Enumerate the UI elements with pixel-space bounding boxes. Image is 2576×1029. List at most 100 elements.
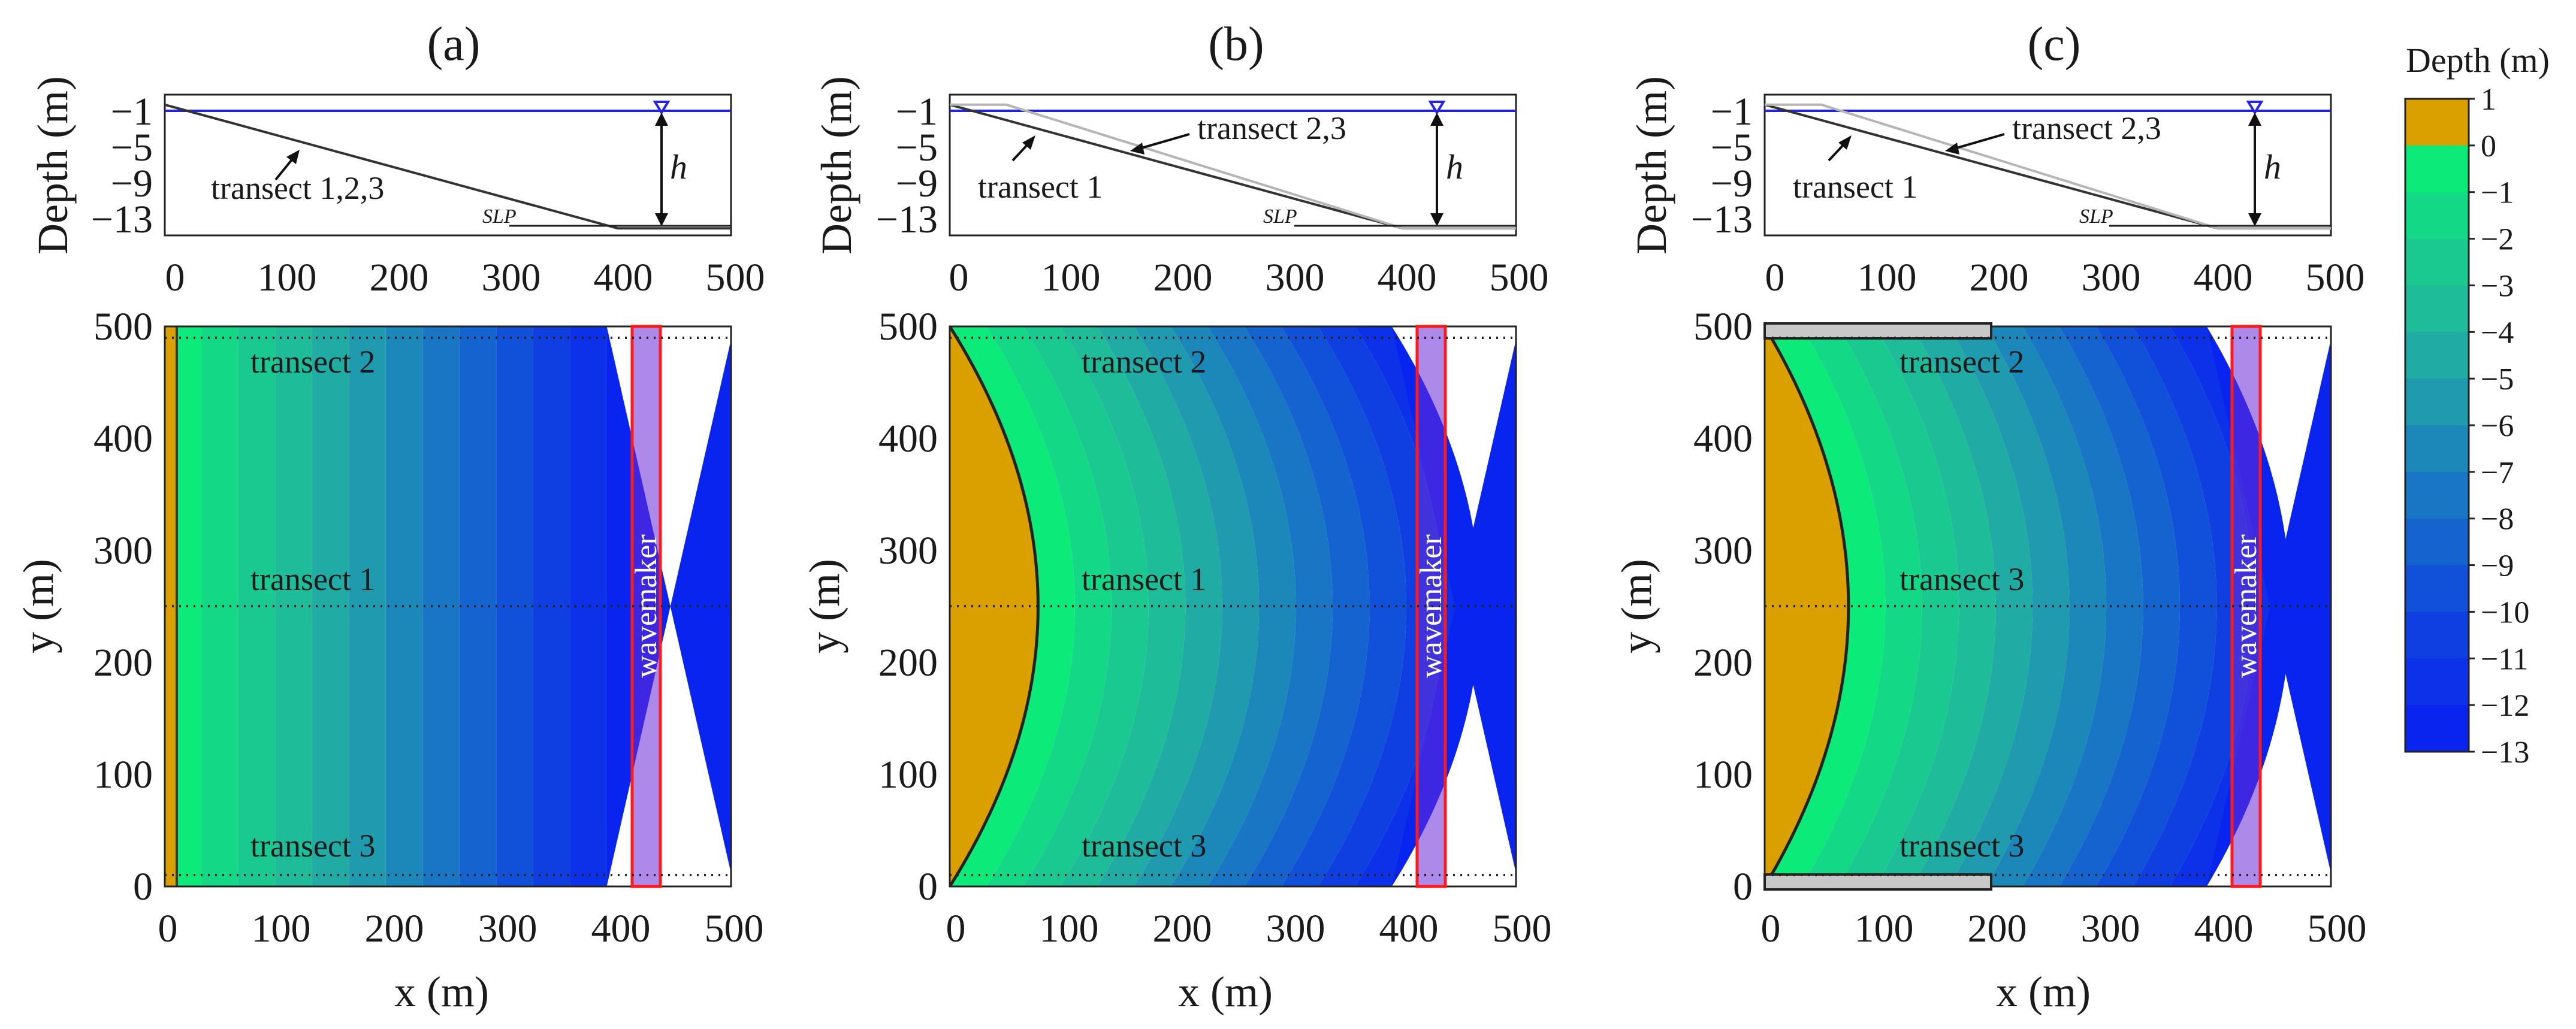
transect-label-a: transect 1: [250, 561, 375, 597]
depth-band: [2059, 326, 2181, 886]
transect-arrowhead-2-b: [1130, 143, 1144, 155]
plan-ytick-b: 500: [878, 305, 938, 349]
slp-label-c: SLP: [2079, 205, 2113, 228]
profile-ytick-a: −5: [111, 126, 153, 170]
slp-label-a: SLP: [482, 205, 517, 228]
depth-band: [496, 326, 533, 886]
plan-yticks-c: 0 100 200 300 400 500: [1693, 305, 1753, 909]
profile-xtick-b: 300: [1266, 256, 1325, 299]
colorbar-tick-label: −3: [2481, 269, 2514, 303]
depth-band: [1060, 326, 1186, 886]
colorbar-tick-label: −8: [2481, 503, 2514, 537]
wavemaker-label-c: wavemaker: [2229, 534, 2263, 678]
depth-band: [1875, 326, 1996, 886]
profile-ytick-a: −13: [91, 198, 153, 241]
profile-lines-b: [949, 103, 1516, 230]
depth-band: [2206, 326, 2331, 886]
colorbar-cell: [2405, 332, 2469, 380]
water-level-symbol-b: [1428, 101, 1446, 115]
transect-arrow-2-b: [1139, 133, 1190, 150]
plan-ylabel-b: y (m): [801, 559, 848, 653]
plan-ytick-b: 0: [918, 865, 938, 909]
plan-ytick-a: 400: [93, 417, 153, 461]
transect-arrowhead-b: [1022, 135, 1035, 150]
depth-band: [533, 326, 570, 886]
plan-xtick-a: 200: [365, 907, 424, 951]
plan-xtick-c: 500: [2308, 907, 2367, 951]
depth-band: [1023, 326, 1149, 886]
depth-band: [1244, 326, 1370, 886]
colorbar-cell: [2405, 192, 2469, 240]
colorbar-tick-label: −11: [2481, 642, 2528, 676]
colorbar-cell: [2405, 99, 2469, 146]
transect-label-b: transect 2: [1082, 344, 1206, 380]
h-label-a: h: [670, 147, 687, 186]
transect-label-a: transect 2: [250, 344, 375, 380]
transect-label-2-b: transect 2,3: [1197, 110, 1346, 146]
colorbar-cell: [2405, 612, 2469, 659]
plan-xtick-a: 400: [591, 907, 651, 951]
profile-xticks-a: 0 100 200 300 400 500: [165, 256, 765, 299]
depth-band: [986, 326, 1112, 886]
transect-label-b: transect 1: [978, 169, 1103, 205]
wavemaker-label-a: wavemaker: [629, 534, 663, 678]
plan-xtick-b: 0: [946, 907, 966, 951]
depth-band: [570, 326, 607, 886]
profile-yticks-b: −1 −5 −9 −13: [876, 90, 938, 241]
plan-xtick-a: 0: [158, 907, 178, 951]
colorbar: Depth (m) 1 0 −1 −2 −3 −4 −5 −6 −7 −8 −9 −10 −11 −12 −…: [2404, 41, 2550, 770]
plan-ytick-b: 200: [878, 641, 938, 685]
plan-ytick-b: 400: [878, 417, 938, 461]
profile-plot-b: h SLP transect 1 transect 2,3 −1 −5 −9 −…: [813, 76, 1549, 299]
profile-lines-a: [164, 103, 731, 230]
transect-arrowhead-c: [1838, 135, 1852, 150]
colorbar-cell: [2405, 471, 2469, 519]
profile-ytick-b: −5: [896, 126, 938, 170]
land-area: [165, 326, 177, 886]
profile-xtick-c: 300: [2082, 256, 2141, 299]
transect-label-a: transect 1,2,3: [211, 170, 384, 206]
profile-xtick-c: 500: [2306, 256, 2365, 299]
panel-label-b: (b): [1208, 18, 1264, 71]
plan-yticks-a: 0 100 200 300 400 500: [93, 305, 153, 909]
h-arrow-top-b: [1430, 113, 1443, 126]
h-arrow-top-c: [2248, 113, 2261, 126]
plan-xtick-b: 100: [1040, 907, 1099, 951]
colorbar-tick-label: −1: [2481, 176, 2514, 210]
colorbar-ticks: 1 0 −1 −2 −3 −4 −5 −6 −7 −8 −9 −10 −11 −12 −13: [2469, 83, 2529, 770]
h-label-c: h: [2264, 147, 2281, 186]
transect-label-a: transect 3: [250, 828, 375, 864]
depth-band: [950, 326, 1075, 886]
panel-c: (c) h SLP transect 1 transect 2,3 −1 −5 …: [1612, 18, 2367, 1016]
shoreline-contour: [950, 326, 1040, 886]
transect-arrowhead-2-c: [1945, 143, 1959, 155]
transect-arrow-2-c: [1954, 133, 2005, 150]
panel-label-c: (c): [2028, 18, 2081, 71]
profile-xtick-b: 200: [1153, 256, 1213, 299]
plan-xtick-c: 100: [1855, 907, 1914, 951]
profile-ytick-b: −9: [896, 162, 938, 205]
plan-xlabel-b: x (m): [1178, 968, 1273, 1016]
plan-ylabel-a: y (m): [14, 559, 62, 653]
profile-xtick-a: 200: [370, 256, 429, 299]
colorbar-cell: [2405, 518, 2469, 566]
shoreline-contour: [1765, 326, 1850, 886]
colorbar-tick-label: −2: [2481, 223, 2514, 257]
plan-xticks-c: 0 100 200 300 400 500: [1761, 907, 2367, 951]
colorbar-cell: [2405, 658, 2469, 706]
colorbar-tick-label: −13: [2481, 736, 2529, 770]
plan-plot-b: wavemaker transect 2 transect 1 transect…: [801, 305, 1552, 1016]
plan-xtick-b: 300: [1266, 907, 1325, 951]
plan-xtick-c: 200: [1968, 907, 2027, 951]
profile-xticks-b: 0 100 200 300 400 500: [949, 256, 1549, 299]
colorbar-tick-label: −12: [2481, 689, 2529, 723]
plan-ytick-b: 100: [878, 753, 938, 797]
water-level-symbol-a: [653, 101, 671, 115]
wavemaker-label-b: wavemaker: [1414, 534, 1448, 678]
plan-ytick-c: 0: [1733, 865, 1753, 909]
plan-xtick-a: 500: [705, 907, 764, 951]
h-arrow-bottom-a: [655, 213, 668, 226]
profile-ylabel-c: Depth (m): [1627, 76, 1675, 255]
panel-a: (a) h SLP transect 1,2,3 −1 −5 −9 −13 0: [14, 18, 765, 1016]
